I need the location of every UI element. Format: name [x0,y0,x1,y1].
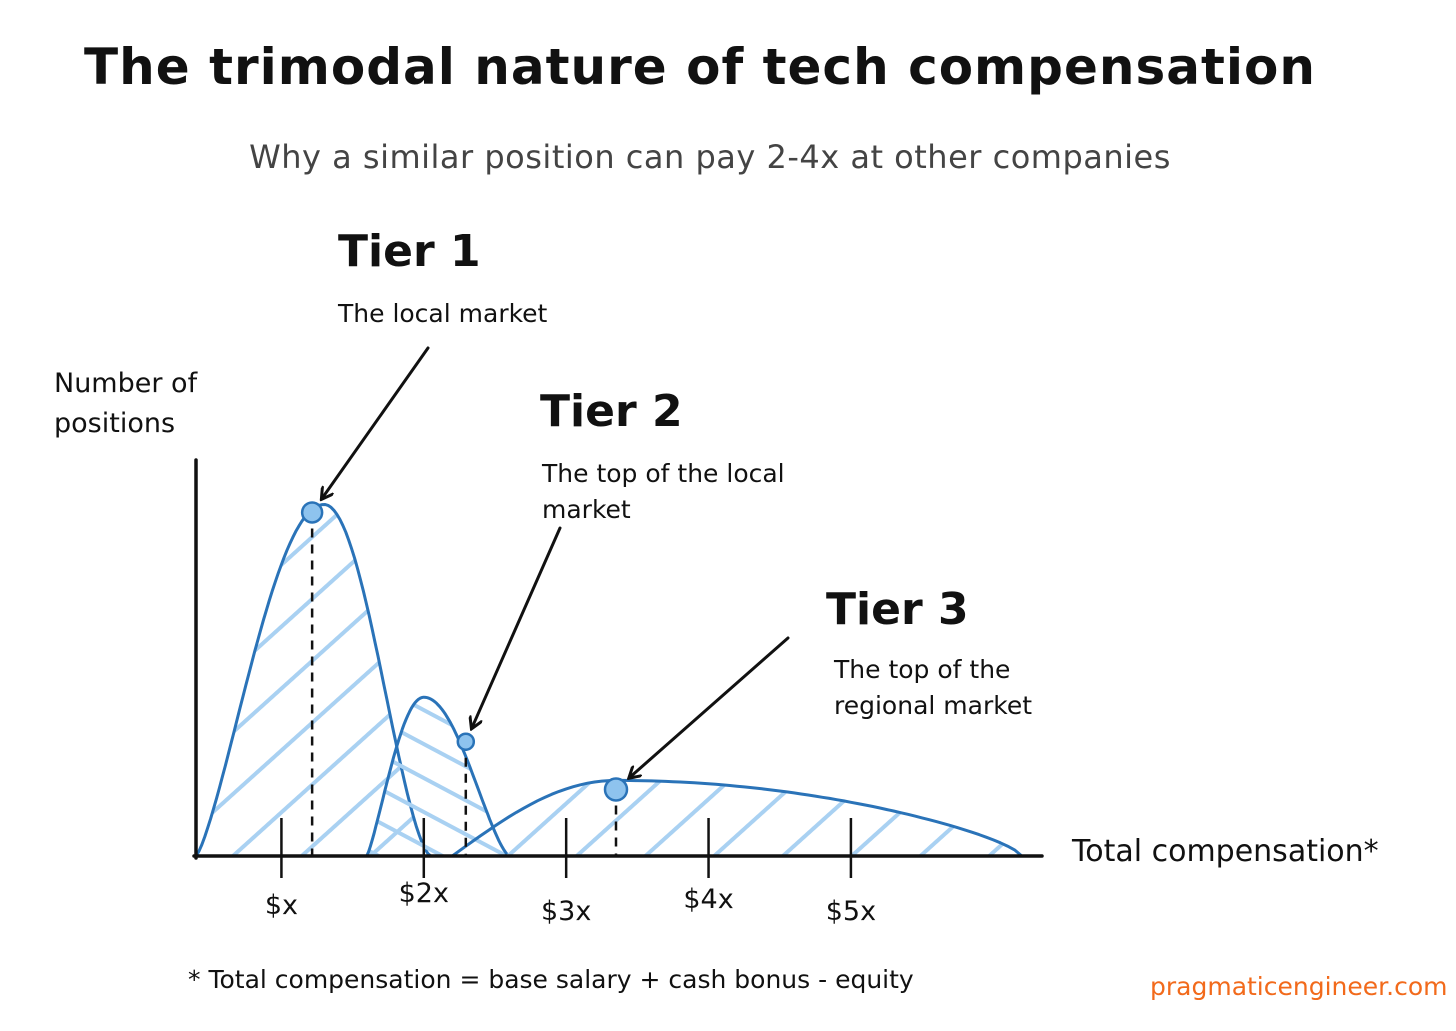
series-area-3 [452,780,1022,856]
tier-arrow-2 [472,526,562,727]
y-axis-label: Number of positions [54,368,198,439]
tier-3-description: The top of the regional market [834,655,1032,720]
tier-2-description: The top of the local market [542,459,785,524]
x-tick-label-3: $3x [541,896,591,927]
tier-2-name: Tier 2 [540,386,683,437]
series-curve-2 [365,695,511,858]
x-tick-label-2: $2x [399,878,449,909]
series-area-2 [366,697,510,856]
page-title: The trimodal nature of tech compensation [84,38,1316,96]
x-tick-label-1: $x [265,890,298,921]
tier-1-description: The local market [338,299,548,328]
brand-link[interactable]: pragmaticengineer.com [1150,972,1448,1001]
footnote: * Total compensation = base salary + cas… [188,965,914,994]
peak-marker-2 [456,732,476,751]
x-tick-label-5: $5x [826,896,876,927]
tier-arrow-1 [323,346,430,498]
x-tick-label-4: $4x [683,884,733,915]
tier-3-name: Tier 3 [826,584,969,635]
page-subtitle: Why a similar position can pay 2-4x at o… [249,138,1171,176]
peak-marker-3 [603,777,629,802]
tier-1-name: Tier 1 [338,226,481,277]
peak-marker-1 [300,501,324,524]
x-axis-label: Total compensation* [1072,834,1379,869]
series-area-1 [196,504,431,856]
series-curve-3 [451,778,1023,858]
tier-arrow-3 [630,636,790,777]
